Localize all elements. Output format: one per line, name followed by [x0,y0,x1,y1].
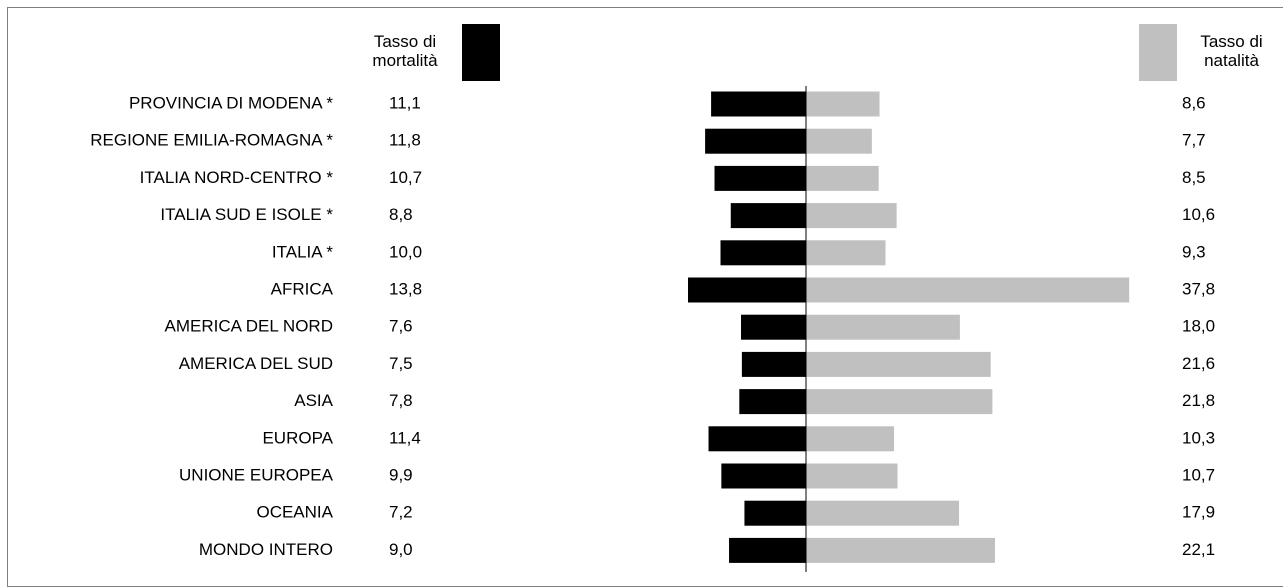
mortality-bar [721,463,806,489]
natality-bar [806,91,880,117]
mortality-value-label: 13,8 [389,279,422,298]
category-label: REGIONE EMILIA-ROMAGNA * [90,131,333,150]
natality-bar [806,500,960,526]
natality-value-label: 10,3 [1182,428,1215,447]
mortality-bar [711,91,806,117]
natality-bar [806,537,995,563]
natality-bar [806,128,872,154]
mortality-bar [714,165,806,191]
mortality-bar [741,314,806,340]
natality-value-label: 21,6 [1182,354,1215,373]
mortality-value-label: 8,8 [389,205,413,224]
category-label: ITALIA NORD-CENTRO * [140,168,334,187]
mortality-header: Tasso di mortalità [372,32,438,70]
category-label: PROVINCIA DI MODENA * [129,93,333,112]
mortality-bar [744,500,806,526]
mortality-bar [739,389,806,415]
mortality-bar [729,537,806,563]
natality-value-label: 7,7 [1182,131,1206,150]
category-label: ITALIA * [272,242,333,261]
category-label: MONDO INTERO [199,540,333,559]
natality-value-label: 37,8 [1182,279,1215,298]
mortality-bar [741,351,806,377]
natality-value-label: 9,3 [1182,242,1206,261]
mortality-legend-swatch [462,24,500,81]
natality-value-label: 8,5 [1182,168,1206,187]
category-label: AMERICA DEL NORD [165,317,333,336]
mortality-bar [720,240,806,266]
mortality-value-label: 10,7 [389,168,422,187]
category-label: OCEANIA [256,503,333,522]
natality-value-label: 17,9 [1182,503,1215,522]
natality-bar [806,314,960,340]
category-label: AFRICA [271,279,334,298]
natality-bar [806,277,1130,303]
natality-value-label: 10,7 [1182,465,1215,484]
natality-bar [806,203,897,229]
mortality-value-label: 11,8 [389,131,421,150]
natality-value-label: 8,6 [1182,93,1206,112]
mortality-bar [705,128,806,154]
natality-value-label: 22,1 [1182,540,1215,559]
natality-bar [806,389,993,415]
mortality-value-label: 7,8 [389,391,413,410]
mortality-bar [688,277,806,303]
natality-legend-swatch [1139,24,1177,81]
natality-value-label: 10,6 [1182,205,1215,224]
category-label: ASIA [294,391,333,410]
category-label: UNIONE EUROPEA [179,465,334,484]
natality-bar [806,351,991,377]
natality-bar [806,463,898,489]
mortality-value-label: 11,4 [389,428,421,447]
natality-bar [806,165,879,191]
mortality-value-label: 10,0 [389,242,422,261]
mortality-value-label: 11,1 [389,93,421,112]
mortality-value-label: 7,5 [389,354,413,373]
category-label: ITALIA SUD E ISOLE * [160,205,333,224]
natality-bar [806,240,886,266]
mortality-bar [708,426,806,452]
mortality-bar [730,203,806,229]
natality-bar [806,426,895,452]
natality-value-label: 18,0 [1182,317,1215,336]
mortality-value-label: 9,0 [389,540,413,559]
diverging-bar-chart: PROVINCIA DI MODENA * 11,1 8,6 REGIONE EMIL… [90,86,1215,572]
mortality-value-label: 7,6 [389,317,413,336]
category-label: EUROPA [262,428,333,447]
natality-header: Tasso di natalità [1200,32,1263,70]
category-label: AMERICA DEL SUD [179,354,333,373]
mortality-value-label: 9,9 [389,465,413,484]
mortality-value-label: 7,2 [389,503,413,522]
natality-value-label: 21,8 [1182,391,1215,410]
